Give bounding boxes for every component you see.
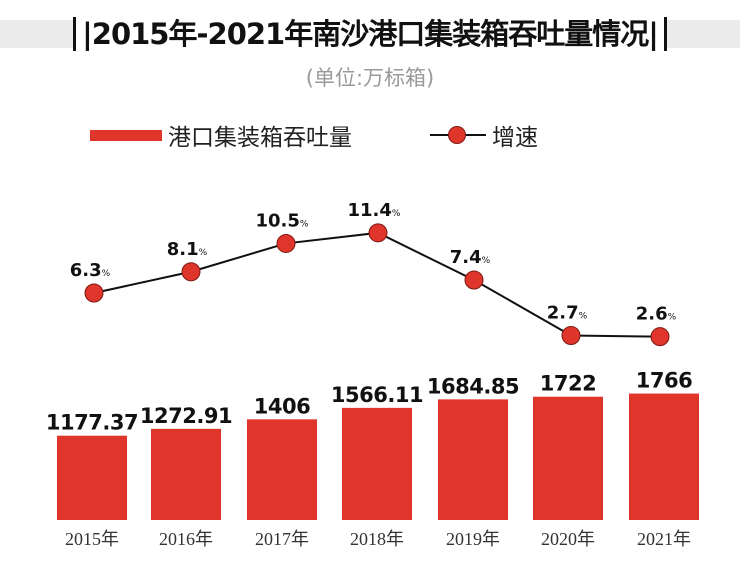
bar-2018年 — [342, 407, 412, 520]
growth-value-label: 7.4% — [450, 247, 491, 268]
percent-unit: % — [482, 256, 491, 266]
chart-subtitle: (单位:万标箱) — [305, 66, 435, 90]
bar-value-label: 1272.91 — [140, 404, 232, 428]
percent-unit: % — [668, 313, 677, 323]
legend-bar-swatch — [90, 129, 162, 141]
percent-unit: % — [579, 311, 588, 321]
growth-point — [464, 270, 484, 290]
bar-2016年 — [151, 428, 221, 520]
x-tick-label: 2017年 — [255, 529, 309, 549]
bar-2019年 — [438, 399, 508, 520]
growth-value-label: 2.6% — [636, 304, 677, 325]
growth-value-label: 8.1% — [167, 239, 208, 260]
growth-value-label: 10.5% — [256, 210, 309, 231]
legend: 港口集装箱吞吐量 增速 — [90, 118, 538, 152]
growth-point — [561, 325, 581, 345]
bar-2015年 — [57, 435, 127, 520]
growth-point — [650, 327, 670, 347]
chart-title: |2015年-2021年南沙港口集装箱吞吐量情况| — [0, 14, 740, 54]
growth-point — [368, 223, 388, 243]
percent-unit: % — [300, 219, 309, 229]
percent-unit: % — [102, 269, 111, 279]
legend-label-growth: 增速 — [492, 125, 538, 151]
percent-unit: % — [199, 248, 208, 258]
bar-2017年 — [247, 419, 317, 520]
percent-unit: % — [392, 209, 401, 219]
x-tick-label: 2021年 — [637, 529, 691, 549]
growth-value-label: 11.4% — [348, 200, 401, 221]
bar-2020年 — [533, 396, 603, 520]
x-tick-label: 2016年 — [159, 529, 213, 549]
x-tick-label: 2020年 — [541, 529, 595, 549]
growth-point — [276, 233, 296, 253]
bar-value-label: 1177.37 — [46, 411, 138, 435]
growth-point — [181, 262, 201, 282]
growth-value-label: 2.7% — [547, 302, 588, 323]
bar-value-label: 1766 — [636, 369, 692, 393]
bar-value-label: 1566.11 — [331, 383, 423, 407]
chart-title-text: |2015年-2021年南沙港口集装箱吞吐量情况| — [73, 17, 667, 51]
bar-2021年 — [629, 393, 699, 520]
growth-point — [84, 283, 104, 303]
legend-line-marker-icon — [430, 125, 486, 145]
bar-value-label: 1406 — [254, 394, 310, 418]
bar-value-label: 1722 — [540, 372, 596, 396]
x-tick-label: 2018年 — [350, 529, 404, 549]
bar-value-label: 1684.85 — [427, 374, 519, 398]
growth-value-label: 6.3% — [70, 260, 111, 281]
x-tick-label: 2019年 — [446, 529, 500, 549]
x-tick-label: 2015年 — [65, 529, 119, 549]
legend-label-throughput: 港口集装箱吞吐量 — [168, 125, 352, 151]
